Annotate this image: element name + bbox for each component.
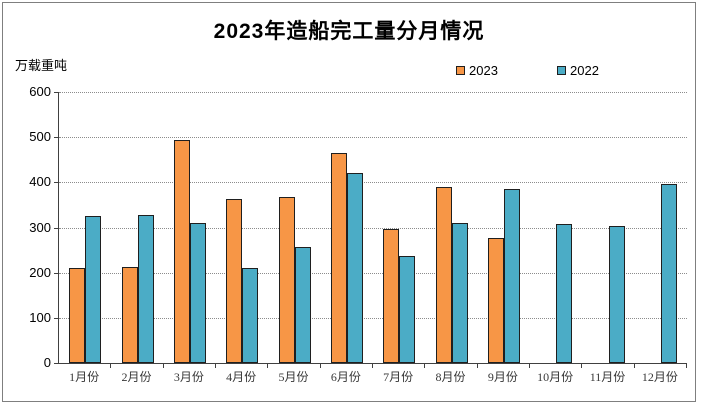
bar-2022-3月份 (189, 223, 206, 363)
gridline-y-400 (59, 182, 687, 184)
bar-2023-6月份 (330, 152, 347, 363)
x-axis-tick-mark (372, 364, 373, 368)
legend-label: 2022 (570, 63, 599, 78)
gridline-y-300 (59, 227, 687, 229)
bar-2023-9月份 (487, 237, 504, 363)
gridline-y-600 (59, 92, 687, 93)
chart-frame: 2023年造船完工量分月情况 万载重吨 2023 2022 0 100 200 300 4… (2, 2, 696, 402)
y-axis-tick-mark (54, 363, 58, 364)
x-axis-tick-label: 8月份 (435, 370, 466, 384)
x-axis-tick-label: 3月份 (173, 370, 204, 384)
bar-2023-7月份 (383, 229, 400, 363)
y-axis-tick-label: 600 (29, 84, 51, 99)
bar-2023-1月份 (69, 267, 86, 363)
x-axis-tick-label: 10月份 (537, 370, 574, 384)
bar-2022-10月份 (556, 223, 573, 363)
x-axis-tick-mark (686, 364, 687, 368)
x-axis-tick-mark (581, 364, 583, 368)
y-axis-tick-mark (54, 227, 58, 229)
x-axis-tick-mark (424, 364, 426, 368)
bar-2023-8月份 (435, 187, 452, 363)
bar-2022-6月份 (346, 172, 363, 363)
x-axis-tick-label: 4月份 (226, 370, 257, 384)
x-axis-tick-mark (529, 364, 530, 368)
y-axis-tick-label: 100 (29, 309, 51, 325)
y-axis-tick-label: 0 (43, 355, 51, 370)
bar-2022-7月份 (399, 255, 416, 363)
x-axis-tick-mark (476, 364, 478, 368)
x-axis-tick-label: 6月份 (330, 370, 361, 384)
x-axis-tick-label: 12月份 (641, 370, 678, 384)
x-axis-tick-mark (267, 364, 269, 368)
y-axis-tick-label: 400 (29, 174, 51, 190)
bar-2022-12月份 (660, 184, 677, 363)
bar-2022-11月份 (608, 226, 625, 363)
bar-2022-4月份 (242, 268, 259, 363)
bar-2022-9月份 (503, 188, 520, 363)
bar-2022-2月份 (137, 214, 154, 363)
y-axis-tick-label: 200 (29, 264, 51, 280)
legend-swatch-icon (557, 66, 566, 75)
legend-swatch-icon (456, 66, 465, 75)
bar-2023-3月份 (173, 140, 190, 363)
x-axis-tick-label: 2月份 (121, 370, 152, 384)
plot-area (58, 92, 687, 364)
legend-item-2022: 2022 (557, 63, 599, 78)
x-axis-tick-mark (319, 364, 321, 368)
x-axis-tick-mark (215, 364, 216, 368)
y-axis-tick-label: 300 (29, 219, 51, 235)
legend-label: 2023 (469, 63, 498, 78)
x-axis-tick-mark (110, 364, 112, 368)
y-axis-unit-label: 万载重吨 (15, 58, 68, 73)
x-axis-tick-label: 11月份 (589, 370, 626, 384)
bar-2022-5月份 (294, 246, 311, 363)
x-axis-tick-mark (633, 364, 635, 368)
gridline-y-200 (59, 272, 687, 274)
y-axis-tick-mark (54, 92, 58, 93)
gridline-y-100 (59, 317, 687, 319)
legend-item-2023: 2023 (456, 63, 498, 78)
y-axis-tick-mark (54, 317, 58, 319)
bar-2022-8月份 (451, 222, 468, 363)
bar-2023-2月份 (121, 267, 138, 363)
x-axis-tick-mark (162, 364, 164, 368)
x-axis-tick-label: 1月份 (69, 370, 100, 384)
x-axis-tick-label: 7月份 (383, 370, 414, 384)
x-axis-tick-label: 9月份 (487, 370, 518, 384)
x-axis-tick-label: 5月份 (278, 370, 309, 384)
bar-2023-4月份 (226, 199, 243, 363)
gridline-y-500 (59, 137, 687, 139)
y-axis-tick-mark (54, 272, 58, 274)
y-axis-tick-mark (54, 137, 58, 139)
bar-2023-5月份 (278, 196, 295, 363)
chart-title: 2023年造船完工量分月情况 (213, 20, 485, 43)
bar-2022-1月份 (85, 215, 102, 363)
y-axis-tick-mark (54, 182, 58, 184)
y-axis-tick-label: 500 (29, 129, 51, 145)
